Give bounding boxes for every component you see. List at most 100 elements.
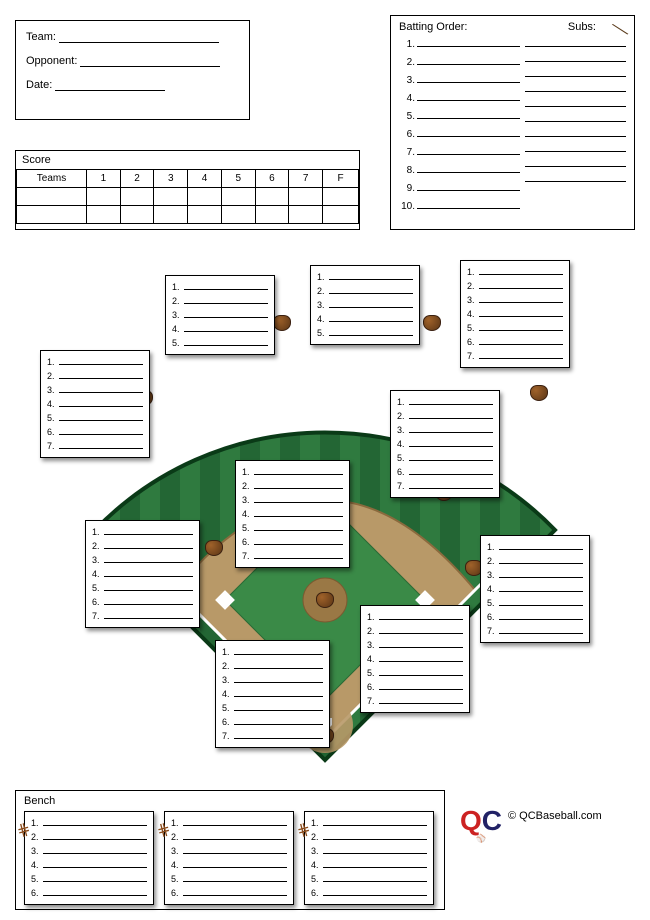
batting-line[interactable] <box>417 179 520 191</box>
score-cell[interactable] <box>188 188 222 206</box>
pos-line[interactable] <box>329 298 413 308</box>
batting-line[interactable] <box>417 71 520 83</box>
score-cell[interactable] <box>255 188 289 206</box>
bench-line[interactable] <box>323 886 427 896</box>
batting-line[interactable] <box>417 143 520 155</box>
score-cell[interactable] <box>323 188 359 206</box>
subs-line[interactable] <box>525 65 626 77</box>
pos-line[interactable] <box>104 595 193 605</box>
pos-line[interactable] <box>479 265 563 275</box>
pos-line[interactable] <box>329 326 413 336</box>
subs-line[interactable] <box>525 80 626 92</box>
pos-line[interactable] <box>479 307 563 317</box>
pos-line[interactable] <box>59 425 143 435</box>
subs-line[interactable] <box>525 35 626 47</box>
score-cell[interactable] <box>323 206 359 224</box>
bench-line[interactable] <box>323 858 427 868</box>
pos-line[interactable] <box>379 638 463 648</box>
batting-line[interactable] <box>417 161 520 173</box>
team-cell[interactable] <box>17 188 87 206</box>
subs-line[interactable] <box>525 110 626 122</box>
bench-line[interactable] <box>183 816 287 826</box>
pos-line[interactable] <box>409 409 493 419</box>
pos-line[interactable] <box>329 312 413 322</box>
pos-line[interactable] <box>234 673 323 683</box>
score-cell[interactable] <box>221 188 255 206</box>
pos-line[interactable] <box>379 666 463 676</box>
bench-line[interactable] <box>183 844 287 854</box>
pos-line[interactable] <box>499 596 583 606</box>
pos-line[interactable] <box>254 493 343 503</box>
pos-line[interactable] <box>184 294 268 304</box>
bench-line[interactable] <box>323 844 427 854</box>
score-cell[interactable] <box>154 188 188 206</box>
bench-line[interactable] <box>183 830 287 840</box>
subs-line[interactable] <box>525 140 626 152</box>
score-cell[interactable] <box>87 188 121 206</box>
score-cell[interactable] <box>289 206 323 224</box>
score-cell[interactable] <box>120 188 154 206</box>
score-cell[interactable] <box>87 206 121 224</box>
bench-line[interactable] <box>43 816 147 826</box>
pos-line[interactable] <box>234 687 323 697</box>
pos-line[interactable] <box>479 321 563 331</box>
team-input-line[interactable] <box>59 31 219 43</box>
pos-line[interactable] <box>479 349 563 359</box>
pos-line[interactable] <box>254 549 343 559</box>
bench-line[interactable] <box>323 830 427 840</box>
score-cell[interactable] <box>221 206 255 224</box>
pos-line[interactable] <box>409 423 493 433</box>
pos-line[interactable] <box>184 322 268 332</box>
pos-line[interactable] <box>104 525 193 535</box>
score-cell[interactable] <box>120 206 154 224</box>
pos-line[interactable] <box>234 701 323 711</box>
pos-line[interactable] <box>104 553 193 563</box>
pos-line[interactable] <box>59 411 143 421</box>
pos-line[interactable] <box>499 582 583 592</box>
subs-line[interactable] <box>525 155 626 167</box>
pos-line[interactable] <box>254 479 343 489</box>
bench-line[interactable] <box>43 886 147 896</box>
score-cell[interactable] <box>289 188 323 206</box>
batting-line[interactable] <box>417 197 520 209</box>
batting-line[interactable] <box>417 89 520 101</box>
pos-line[interactable] <box>479 293 563 303</box>
pos-line[interactable] <box>104 581 193 591</box>
pos-line[interactable] <box>479 279 563 289</box>
pos-line[interactable] <box>329 270 413 280</box>
bench-line[interactable] <box>43 858 147 868</box>
pos-line[interactable] <box>234 645 323 655</box>
score-cell[interactable] <box>188 206 222 224</box>
pos-line[interactable] <box>184 280 268 290</box>
bench-line[interactable] <box>323 872 427 882</box>
pos-line[interactable] <box>379 624 463 634</box>
batting-line[interactable] <box>417 35 520 47</box>
subs-line[interactable] <box>525 125 626 137</box>
subs-line[interactable] <box>525 170 626 182</box>
pos-line[interactable] <box>59 369 143 379</box>
bench-line[interactable] <box>43 844 147 854</box>
batting-line[interactable] <box>417 125 520 137</box>
team-cell[interactable] <box>17 206 87 224</box>
pos-line[interactable] <box>409 465 493 475</box>
pos-line[interactable] <box>104 567 193 577</box>
pos-line[interactable] <box>104 539 193 549</box>
bench-line[interactable] <box>183 886 287 896</box>
pos-line[interactable] <box>59 397 143 407</box>
opponent-input-line[interactable] <box>80 55 220 67</box>
bench-line[interactable] <box>183 872 287 882</box>
pos-line[interactable] <box>409 437 493 447</box>
score-cell[interactable] <box>255 206 289 224</box>
pos-line[interactable] <box>254 521 343 531</box>
date-input-line[interactable] <box>55 79 165 91</box>
bench-line[interactable] <box>43 872 147 882</box>
pos-line[interactable] <box>234 659 323 669</box>
pos-line[interactable] <box>59 383 143 393</box>
subs-line[interactable] <box>525 50 626 62</box>
pos-line[interactable] <box>499 554 583 564</box>
pos-line[interactable] <box>499 568 583 578</box>
pos-line[interactable] <box>409 479 493 489</box>
pos-line[interactable] <box>379 680 463 690</box>
pos-line[interactable] <box>59 439 143 449</box>
pos-line[interactable] <box>234 729 323 739</box>
